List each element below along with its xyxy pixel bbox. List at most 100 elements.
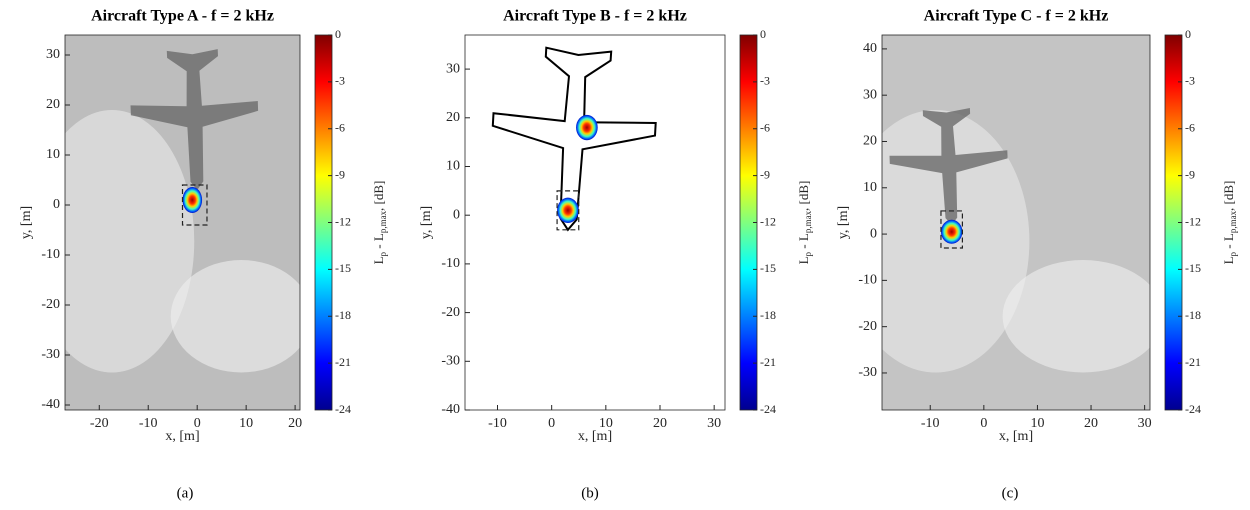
x-axis-label: x, [m]: [999, 429, 1033, 444]
y-tick-label: 30: [863, 87, 877, 102]
x-tick-label: 20: [653, 416, 667, 431]
y-tick-label: -10: [441, 256, 460, 271]
colorbar-tick-label: -9: [335, 167, 345, 181]
y-tick-label: 20: [446, 110, 460, 125]
x-tick-label: -10: [139, 416, 158, 431]
chart-title: Aircraft Type C - f = 2 kHz: [924, 8, 1109, 25]
y-axis-label: y, [m]: [419, 206, 434, 239]
subscript: p: [1228, 251, 1238, 256]
colorbar-tick-label: -15: [760, 261, 776, 275]
source-peak: [576, 114, 598, 141]
aircraft-shadow: [889, 108, 1008, 225]
y-tick-label: -20: [41, 297, 60, 312]
label-part: , [dB]: [1221, 181, 1236, 211]
caption: (c): [1002, 485, 1019, 501]
x-tick-label: -10: [488, 416, 507, 431]
y-tick-label: -20: [858, 319, 877, 334]
aircraft-shadow: [130, 49, 259, 190]
colorbar-tick-label: -3: [335, 74, 345, 88]
x-axis-label: x, [m]: [165, 429, 199, 444]
y-axis-label: y, [m]: [19, 206, 34, 239]
colorbar-tick-label: -6: [760, 121, 770, 135]
colorbar-tick-label: -24: [1185, 402, 1201, 416]
colorbar-tick-label: 0: [1185, 27, 1191, 41]
colorbar-tick-label: -15: [1185, 261, 1201, 275]
y-tick-label: 40: [863, 41, 877, 56]
y-tick-label: 30: [446, 61, 460, 76]
roi-box: [556, 190, 580, 231]
subscript: p,max: [803, 210, 813, 233]
light-patch: [1002, 260, 1150, 373]
colorbar-tick-label: -12: [335, 214, 351, 228]
caption: (b): [581, 485, 599, 501]
colorbar-label: Lp - Lp,max, [dB]: [1221, 181, 1238, 265]
colorbar-tick-label: 0: [335, 27, 341, 41]
y-tick-label: 10: [863, 180, 877, 195]
light-patch: [170, 260, 300, 373]
colorbar-tick-label: -3: [1185, 74, 1195, 88]
subscript: p: [378, 251, 388, 256]
colorbar-label: Lp - Lp,max, [dB]: [371, 181, 388, 265]
y-tick-label: 10: [46, 147, 60, 162]
colorbar-tick-label: -9: [1185, 167, 1195, 181]
y-tick-label: -20: [441, 305, 460, 320]
x-tick-label: 10: [1030, 416, 1044, 431]
subscript: p: [803, 251, 813, 256]
axes-frame: [881, 34, 1151, 411]
colorbar-tick-label: -18: [1185, 308, 1201, 322]
label-part: - L: [1221, 233, 1236, 252]
colorbar-tick-label: -24: [335, 402, 351, 416]
x-tick-label: 0: [194, 416, 201, 431]
light-patch: [65, 110, 195, 373]
y-axis-label: y, [m]: [836, 206, 851, 239]
colorbar-tick-label: -21: [760, 355, 776, 369]
y-tick-label: 10: [446, 159, 460, 174]
x-tick-label: 20: [288, 416, 302, 431]
plot-area: [65, 35, 300, 410]
source-peak: [557, 197, 579, 223]
roi-box: [940, 210, 964, 249]
x-tick-label: 30: [1138, 416, 1152, 431]
panel: -10 0 10 20 30 -3 0 -20 -10 0 10 20 30 40 Aircraft Typ…: [836, 8, 1238, 502]
label-part: , [dB]: [796, 181, 811, 211]
source-peak: [940, 219, 963, 244]
colorbar-tick-label: -9: [760, 167, 770, 181]
y-tick-label: 0: [870, 226, 877, 241]
colorbar-tick-label: -21: [1185, 355, 1201, 369]
colorbar-tick-label: -24: [760, 402, 776, 416]
y-tick-label: -40: [41, 397, 60, 412]
subscript: p,max: [378, 210, 388, 233]
colorbar-label: Lp - Lp,max, [dB]: [796, 181, 813, 265]
background-image: [465, 35, 725, 410]
label-part: - L: [796, 233, 811, 252]
y-tick-label: -10: [41, 247, 60, 262]
colorbar-tick-label: -15: [335, 261, 351, 275]
chart-title: Aircraft Type B - f = 2 kHz: [503, 8, 687, 25]
x-tick-label: 10: [599, 416, 613, 431]
chart-title: Aircraft Type A - f = 2 kHz: [91, 8, 274, 25]
y-tick-label: 0: [453, 207, 460, 222]
axes-frame: [64, 34, 301, 411]
y-tick-label: -30: [41, 347, 60, 362]
y-tick-label: -40: [441, 402, 460, 417]
x-tick-label: 0: [548, 416, 555, 431]
x-tick-label: 0: [980, 416, 987, 431]
x-tick-label: -10: [921, 416, 940, 431]
colorbar-tick-label: -6: [335, 121, 345, 135]
x-tick-label: 20: [1084, 416, 1098, 431]
colorbar-tick-label: -21: [335, 355, 351, 369]
aircraft-outline: [491, 46, 657, 232]
colorbar-tick-label: -12: [760, 214, 776, 228]
label-part: L: [371, 256, 386, 264]
label-part: - L: [371, 233, 386, 252]
y-tick-label: 20: [863, 134, 877, 149]
label-part: L: [796, 256, 811, 264]
y-tick-label: 20: [46, 97, 60, 112]
axes-frame: [464, 34, 726, 411]
y-tick-label: -10: [858, 273, 877, 288]
x-tick-label: 10: [239, 416, 253, 431]
y-tick-label: 0: [53, 197, 60, 212]
